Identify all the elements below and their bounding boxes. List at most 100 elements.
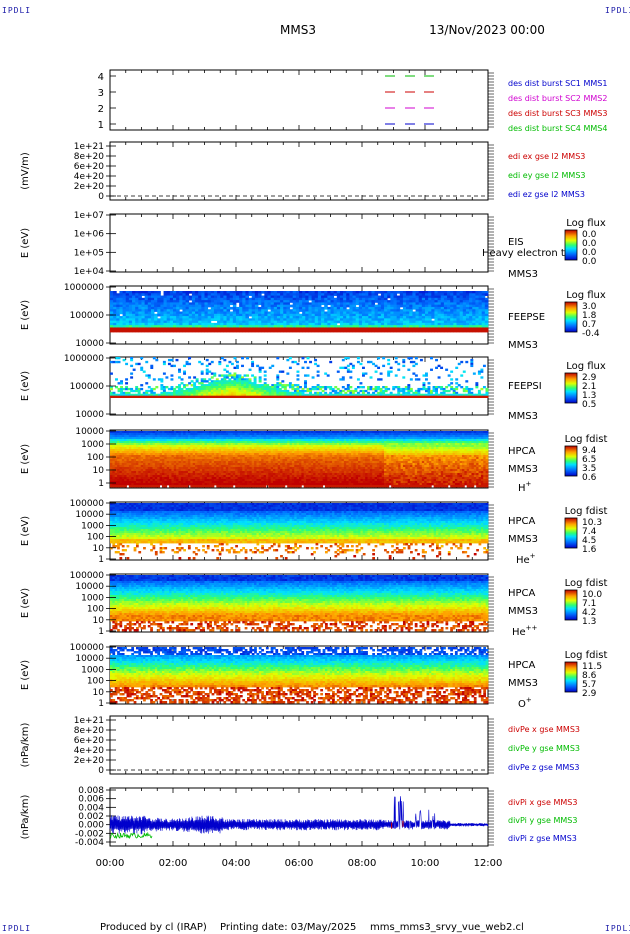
spacecraft-label: MMS3 — [508, 340, 538, 351]
species-label: H+ — [518, 480, 532, 494]
time-tick-label: 06:00 — [285, 858, 314, 869]
corner-label-bottom-left: IPDLI — [2, 924, 32, 933]
eis-ytick-label: 1e+05 — [74, 248, 104, 258]
colorbar-tick-label: -0.4 — [582, 329, 600, 339]
panel-des-dist-burst-frame — [109, 69, 489, 131]
divpi-ytick-label: 0.000 — [78, 821, 104, 831]
feeps-ion-spectrogram — [110, 357, 489, 398]
divpi-ytick-label: -0.004 — [75, 838, 104, 848]
spacecraft-label: MMS3 — [508, 606, 538, 617]
hpca-o-ytick-label: 1000 — [81, 665, 104, 675]
colorbar — [564, 589, 578, 621]
hpca-he-ytick-label: 100000 — [70, 499, 105, 509]
colorbar-tick-label: 0.0 — [582, 248, 597, 258]
colorbar — [564, 229, 578, 261]
des-ytick-label: 2 — [98, 104, 104, 115]
feepse-ytick-label: 1000000 — [64, 283, 104, 293]
species-label: O+ — [518, 696, 532, 710]
hpca-hepp-ytick-label: 100 — [87, 605, 104, 615]
hpca-o-ytick-label: 10 — [93, 688, 105, 698]
hpca-o-ytick-label: 100000 — [70, 643, 105, 653]
hpca-he-ytick-label: 1000 — [81, 521, 104, 531]
colorbar-tick-label: 0.0 — [582, 257, 597, 267]
legend-entry: des dist burst SC3 MMS3 — [508, 109, 607, 118]
instrument-label: HPCA — [508, 588, 536, 599]
time-axis: 00:00 02:00 04:00 06:00 08:00 10:00 12:00 — [96, 858, 503, 869]
spacecraft-label: MMS3 — [508, 678, 538, 689]
feeps-electron-spectrogram — [110, 291, 489, 333]
divpi-ytick-label: -0.002 — [75, 829, 104, 839]
divpe-ytick-label: 6e+20 — [74, 736, 105, 746]
colorbar-tick-label: 0.0 — [582, 230, 597, 240]
eis-ytick-label: 1e+07 — [74, 211, 104, 221]
edi-ytick-label: 2e+20 — [74, 182, 105, 192]
colorbar-title: Log fdist — [565, 506, 608, 517]
hpca-he-ytick-label: 1 — [98, 555, 104, 565]
footer-printing-date: Printing date: 03/May/2025 — [220, 922, 356, 933]
feepse-ytick-label: 100000 — [70, 311, 105, 321]
colorbar-tick-label: 7.4 — [582, 527, 597, 537]
colorbar-tick-label: 3.5 — [582, 464, 596, 474]
y-axis-label: (nPa/km) — [20, 723, 31, 768]
colorbar-tick-label: 2.1 — [582, 382, 596, 392]
colorbar — [564, 517, 578, 549]
legend-entry: edi ey gse l2 MMS3 — [508, 171, 586, 180]
edi-ytick-label: 6e+20 — [74, 162, 105, 172]
datetime-title: 13/Nov/2023 00:00 — [429, 23, 545, 37]
panel-divpi-frame — [109, 787, 489, 847]
edi-ytick-label: 1e+21 — [74, 142, 104, 152]
hpca-hepp-ytick-label: 10 — [93, 616, 105, 626]
hpca-h-ytick-label: 10000 — [75, 427, 104, 437]
divpi-ytick-label: 0.004 — [78, 803, 104, 813]
colorbar-title: Log flux — [566, 290, 606, 301]
colorbar-tick-label: 1.6 — [582, 545, 597, 555]
colorbar-tick-label: 4.2 — [582, 608, 596, 618]
feepsi-ytick-label: 1000000 — [64, 354, 104, 364]
time-tick-label: 04:00 — [222, 858, 251, 869]
hpca-hepp-ytick-label: 100000 — [70, 571, 105, 581]
des-ytick-label: 1 — [98, 120, 104, 131]
spacecraft-label: MMS3 — [508, 534, 538, 545]
colorbar-tick-label: 8.6 — [582, 671, 597, 681]
colorbar-title: Log fdist — [565, 578, 608, 589]
instrument-label: HPCA — [508, 516, 536, 527]
colorbar-tick-label: 7.1 — [582, 599, 596, 609]
divpe-ytick-label: 4e+20 — [74, 746, 105, 756]
edi-ytick-label: 8e+20 — [74, 152, 105, 162]
legend-entry: divPi x gse MMS3 — [508, 798, 577, 807]
corner-label-top-right: IPDLI — [605, 6, 630, 15]
y-axis-label: E (eV) — [20, 516, 31, 546]
instrument-label: FEEPSI — [508, 381, 542, 392]
instrument-label: FEEPSE — [508, 312, 545, 323]
time-tick-label: 00:00 — [96, 858, 125, 869]
legend-entry: des dist burst SC4 MMS4 — [508, 124, 607, 133]
divpi-z-trace — [109, 796, 489, 835]
footer-produced: Produced by cl (IRAP) — [100, 922, 207, 933]
legend-entry: divPe x gse MMS3 — [508, 725, 580, 734]
colorbar-tick-label: 5.7 — [582, 680, 596, 690]
corner-label-top-left: IPDLI — [2, 6, 32, 15]
corner-label-bottom-right: IPDLI — [605, 924, 630, 933]
hpca-he-ytick-label: 10000 — [75, 510, 104, 520]
legend-entry: des dist burst SC2 MMS2 — [508, 94, 607, 103]
hpca-hepp-ytick-label: 1 — [98, 627, 104, 637]
spacecraft-label: MMS3 — [508, 411, 538, 422]
feepse-ytick-label: 10000 — [75, 339, 104, 349]
colorbar — [564, 301, 578, 333]
species-label: He++ — [512, 624, 538, 638]
hpca-h-ytick-label: 100 — [87, 453, 104, 463]
colorbar-tick-label: 0.7 — [582, 320, 596, 330]
legend-entry: divPe z gse MMS3 — [508, 763, 579, 772]
overlay-text: Heavy electron to — [482, 248, 571, 259]
instrument-label: HPCA — [508, 446, 536, 457]
hpca-hepp-ytick-label: 10000 — [75, 582, 104, 592]
hpca-heplusplus-spectrogram — [110, 575, 489, 632]
time-tick-label: 10:00 — [411, 858, 440, 869]
instrument-label: EIS — [508, 237, 524, 248]
colorbar-tick-label: 4.5 — [582, 536, 596, 546]
species-label: He+ — [516, 552, 536, 566]
colorbar — [564, 372, 578, 404]
feepsi-ytick-label: 100000 — [70, 382, 105, 392]
colorbar-tick-label: 1.3 — [582, 391, 596, 401]
